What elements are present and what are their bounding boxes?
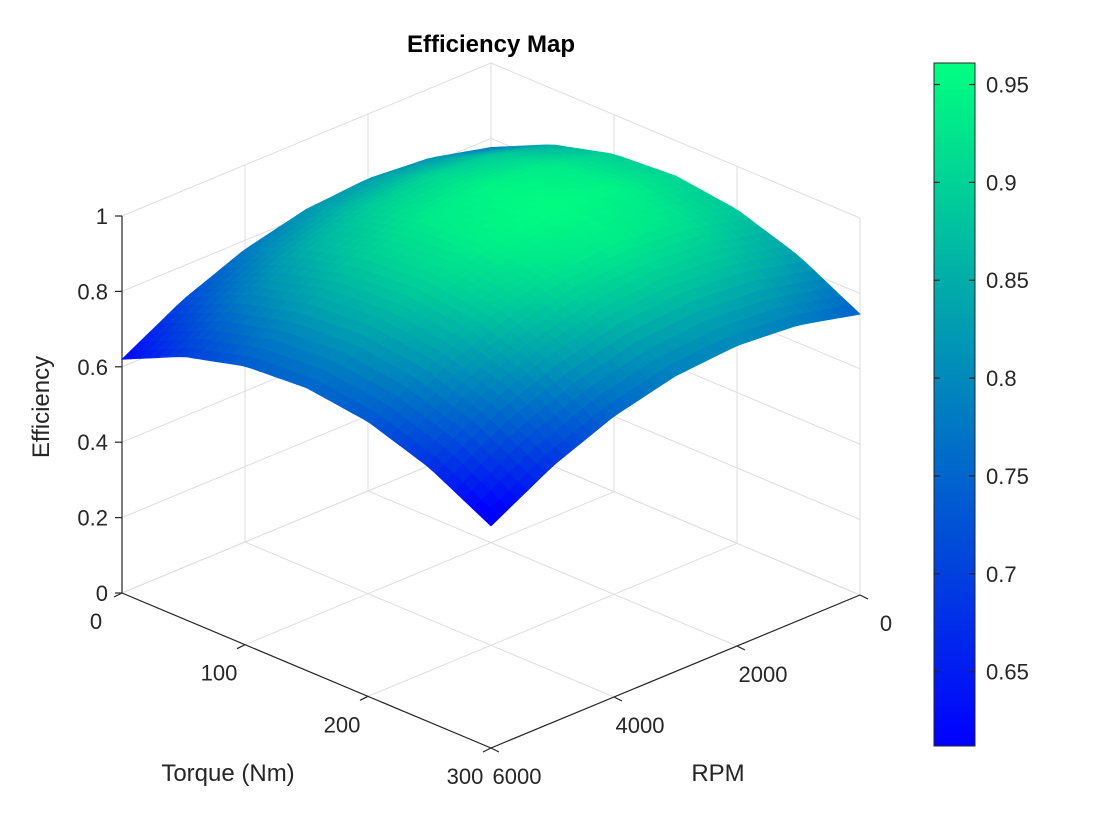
floor-grid-line	[244, 541, 615, 698]
z-tick-label: 0.8	[77, 279, 108, 304]
colorbar-ticks: 0.65 0.7 0.75 0.8 0.85 0.9 0.95	[934, 73, 1029, 685]
colorbar-tick-label: 0.9	[986, 170, 1017, 195]
colorbar-tick-label: 0.85	[986, 268, 1029, 293]
x-tick-mark	[359, 695, 369, 701]
x-tick-label: 100	[201, 661, 238, 686]
y-tick-mark	[490, 747, 500, 753]
y-tick-label: 6000	[493, 764, 542, 789]
y-tick-label: 0	[880, 611, 892, 636]
z-axis-ticks: 0 0.2 0.4 0.6 0.8 1	[77, 204, 122, 606]
axes-lines	[121, 216, 861, 749]
floor-grid-line	[367, 542, 738, 697]
z-tick-label: 0.2	[77, 506, 108, 531]
y-tick-mark	[613, 696, 623, 702]
wall-grid-line	[121, 62, 492, 217]
x-tick-label: 0	[90, 609, 102, 634]
colorbar-scale	[933, 62, 976, 747]
y-tick-mark	[859, 594, 869, 600]
y-tick-mark	[736, 645, 746, 651]
colorbar-tick-label: 0.7	[986, 562, 1017, 587]
x-tick-label: 300	[447, 764, 484, 789]
y-axis-ticks: 0 2000 4000 6000	[490, 594, 892, 789]
y-axis-line	[490, 594, 861, 749]
z-tick-label: 0	[96, 581, 108, 606]
x-tick-mark	[113, 592, 123, 598]
floor-grid-line	[244, 491, 615, 646]
y-tick-label: 4000	[616, 713, 665, 738]
colorbar: 0.65 0.7 0.75 0.8 0.85 0.9 0.95	[933, 62, 1029, 747]
wall-grid-line	[490, 62, 861, 219]
surface-cell	[840, 304, 861, 317]
z-tick-label: 0.4	[77, 430, 108, 455]
colorbar-tick-label: 0.65	[986, 660, 1029, 685]
y-axis-label: RPM	[691, 760, 744, 787]
x-axis-ticks: 0 100 200 300	[90, 592, 492, 789]
x-tick-mark	[236, 644, 246, 650]
z-tick-label: 0.6	[77, 355, 108, 380]
z-axis-label: Efficiency	[28, 356, 55, 458]
y-tick-label: 2000	[739, 662, 788, 687]
x-tick-mark	[482, 747, 492, 753]
colorbar-tick-label: 0.95	[986, 73, 1029, 98]
chart-title: Efficiency Map	[407, 31, 575, 58]
z-tick-label: 1	[96, 204, 108, 229]
efficiency-surface	[120, 144, 861, 527]
colorbar-tick-label: 0.8	[986, 366, 1017, 391]
x-tick-label: 200	[324, 712, 361, 737]
floor-grid-line	[367, 490, 738, 647]
x-axis-line	[121, 592, 492, 749]
x-axis-label: Torque (Nm)	[161, 760, 294, 787]
colorbar-tick-label: 0.75	[986, 464, 1029, 489]
